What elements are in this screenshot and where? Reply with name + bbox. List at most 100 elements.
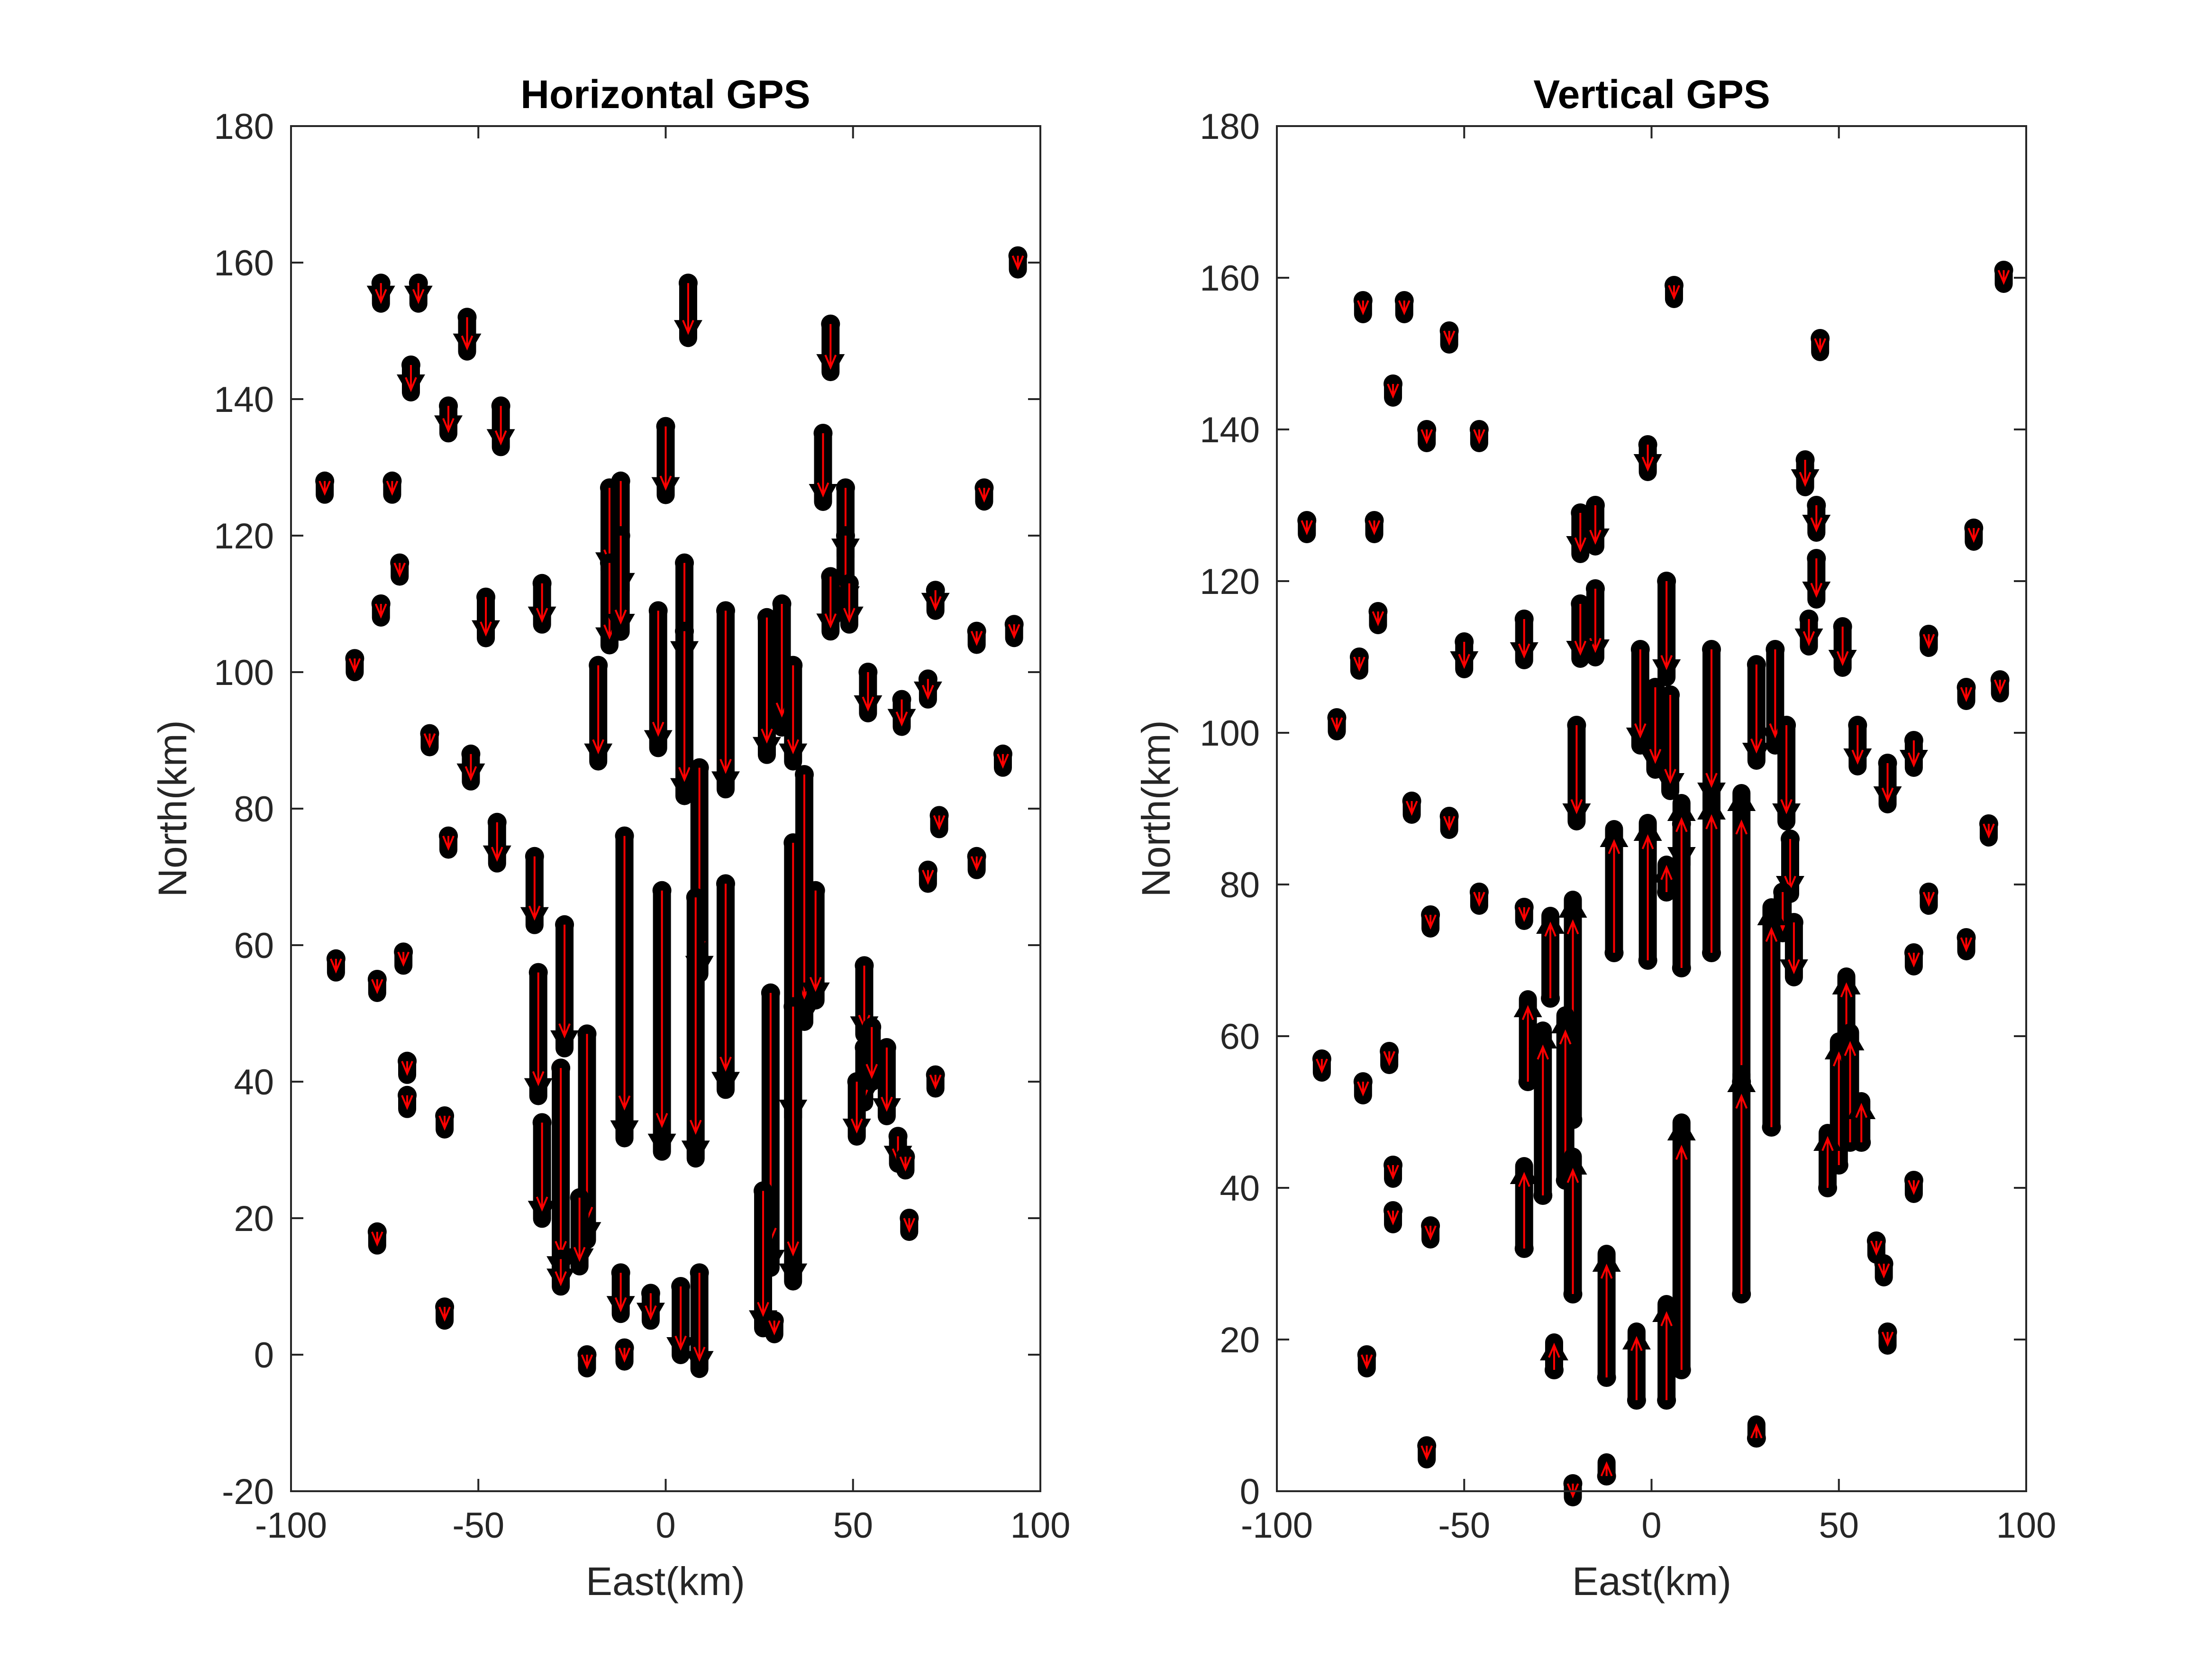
vertical-gps-model-head — [1473, 892, 1485, 907]
vertical-gps-model-head — [1844, 1041, 1857, 1056]
vertical-gps-model-head — [1559, 1029, 1572, 1045]
vertical-gps-model-head — [1518, 643, 1530, 659]
vertical-gps-station-arrow — [1510, 1157, 1538, 1258]
vertical-gps-model-head — [1570, 799, 1583, 814]
horizontal-gps-model-head — [978, 487, 991, 503]
vertical-gps-station-arrow — [1597, 1453, 1616, 1486]
horizontal-gps-model-head — [929, 1074, 942, 1090]
vertical-gps-model-head — [1705, 814, 1718, 830]
vertical-gps-station-arrow — [1353, 291, 1373, 323]
horizontal-gps-station-arrow — [528, 1113, 556, 1228]
vertical-gps-station-arrow — [1727, 784, 1756, 1091]
horizontal-gps-model-head — [682, 319, 694, 335]
horizontal-gps-station-arrow — [842, 1072, 871, 1146]
horizontal-gps-observed-head — [752, 737, 781, 762]
vertical-gps-observed-head — [1600, 822, 1629, 847]
vertical-gps-ytick-label: 40 — [1220, 1168, 1260, 1209]
horizontal-gps-model-head — [442, 835, 455, 851]
vertical-gps-station-arrow — [1536, 907, 1565, 1008]
horizontal-gps-ytick-label: 40 — [234, 1062, 274, 1103]
horizontal-gps-model-head — [536, 608, 548, 623]
vertical-gps-model-head — [1641, 456, 1654, 472]
horizontal-gps-model-head — [374, 603, 387, 619]
vertical-gps-station-arrow — [1357, 1345, 1376, 1377]
vertical-gps-model-head — [1810, 517, 1823, 533]
horizontal-gps-model-head — [532, 1071, 545, 1086]
horizontal-gps-model-head — [348, 658, 361, 674]
horizontal-gps-ticks: -100 -50 0 50 100 -20 0 20 40 60 80 100 120 140 160 180 — [214, 107, 1070, 1546]
horizontal-gps-observed-head — [606, 614, 635, 638]
horizontal-gps-station-arrow — [615, 1338, 634, 1371]
horizontal-gps-model-head — [693, 1347, 706, 1362]
vertical-gps-xtick-label: -100 — [1241, 1505, 1313, 1546]
horizontal-gps-model-head — [929, 596, 942, 611]
vertical-gps-observed-head — [1558, 1150, 1587, 1175]
horizontal-gps-observed-head — [779, 1263, 808, 1288]
vertical-gps-station-arrow — [1384, 374, 1403, 407]
horizontal-gps-station-arrow — [779, 656, 808, 771]
vertical-gps-model-head — [1387, 1210, 1399, 1226]
vertical-gps-ytick-label: 60 — [1220, 1017, 1260, 1057]
vertical-gps-model-head — [1420, 429, 1433, 445]
vertical-gps-station-arrow — [1365, 511, 1384, 543]
vertical-gps-model-head — [1574, 640, 1587, 656]
horizontal-gps-station-arrow — [434, 396, 463, 443]
vertical-gps-model-head — [1398, 300, 1411, 316]
vertical-gps-model-head — [1589, 529, 1602, 545]
vertical-gps-station-arrow — [1539, 1333, 1568, 1379]
horizontal-gps-station-arrow — [1004, 615, 1024, 647]
vertical-gps-model-head — [1836, 651, 1849, 666]
vertical-gps-model-head — [1518, 1172, 1530, 1187]
horizontal-gps-model-head — [652, 721, 665, 737]
vertical-gps-station-arrow — [1652, 1295, 1681, 1410]
horizontal-gps-observed-head — [685, 1351, 714, 1376]
horizontal-gps-model-head — [371, 979, 383, 994]
horizontal-gps-station-arrow — [711, 874, 740, 1099]
vertical-gps-station-arrow — [1514, 898, 1534, 930]
vertical-gps-model-head — [1641, 834, 1654, 849]
vertical-gps-station-arrow — [1633, 435, 1662, 481]
vertical-gps-model-head — [1877, 1263, 1890, 1279]
horizontal-gps-model-head — [442, 418, 455, 433]
vertical-gps-station-arrow — [1384, 1201, 1403, 1233]
horizontal-gps-station-arrow — [644, 601, 673, 757]
vertical-gps-station-arrow — [1964, 519, 1984, 551]
horizontal-gps-model-head — [461, 335, 473, 351]
vertical-gps-station-arrow — [1979, 814, 1998, 847]
horizontal-gps-model-head — [787, 739, 800, 755]
horizontal-gps-station-arrow — [816, 314, 845, 382]
horizontal-gps-station-arrow — [524, 963, 553, 1105]
vertical-gps-station-arrow — [1697, 793, 1726, 962]
vertical-gps-model-head — [1908, 752, 1920, 768]
vertical-gps-station-arrow — [1742, 655, 1771, 770]
vertical-gps-model-head — [1802, 631, 1815, 647]
horizontal-gps-model-head — [618, 1095, 631, 1111]
vertical-gps-model-head — [1608, 839, 1620, 854]
vertical-gps-model-head — [1660, 1311, 1673, 1327]
horizontal-gps-model-head — [645, 1305, 657, 1321]
horizontal-gps-model-head — [719, 1057, 732, 1072]
vertical-gps-station-arrow — [1802, 549, 1831, 609]
vertical-gps-model-head — [1356, 1081, 1369, 1097]
vertical-gps-station-arrow — [1469, 420, 1489, 452]
vertical-gps-station-arrow — [1899, 731, 1928, 777]
horizontal-gps-model-head — [997, 754, 1009, 769]
vertical-gps-station-arrow — [1581, 496, 1610, 556]
vertical-gps-station-arrow — [1417, 420, 1437, 452]
vertical-gps-observed-head — [1727, 1067, 1756, 1092]
horizontal-gps-station-arrow — [453, 308, 482, 361]
horizontal-gps-station-arrow — [765, 1311, 784, 1343]
horizontal-gps-observed-head — [524, 1078, 553, 1103]
vertical-gps-observed-head — [1592, 1247, 1621, 1272]
horizontal-gps-station-arrow — [367, 1222, 387, 1255]
horizontal-gps-observed-head — [644, 730, 673, 755]
vertical-gps-station-arrow — [1878, 1322, 1897, 1355]
horizontal-gps-model-head — [528, 905, 541, 921]
vertical-gps-ytick-label: 20 — [1220, 1320, 1260, 1360]
horizontal-gps-station-arrow — [367, 970, 387, 1002]
vertical-gps-model-head — [1967, 528, 1980, 543]
horizontal-gps-station-arrow — [835, 574, 864, 634]
vertical-gps-station-arrow — [1450, 632, 1479, 678]
vertical-gps-observed-head — [1742, 743, 1771, 767]
vertical-gps-model-head — [1735, 1094, 1748, 1109]
